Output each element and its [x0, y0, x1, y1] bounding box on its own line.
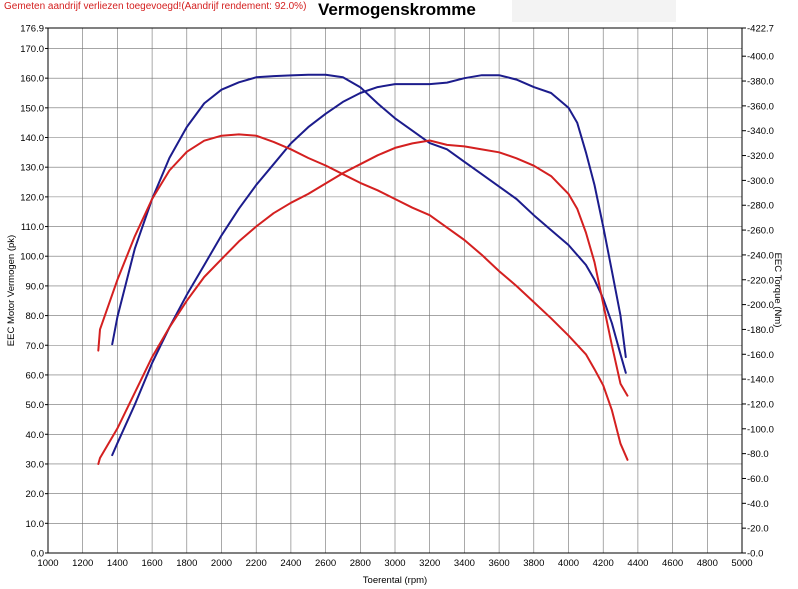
- y2-tick-label: -400.0: [747, 52, 774, 63]
- x-tick-label: 2200: [246, 558, 267, 569]
- chart-title: Vermogenskromme: [318, 0, 476, 19]
- y-tick-label: 100.0: [20, 252, 44, 263]
- y-tick-label: 150.0: [20, 103, 44, 114]
- y2-tick-label: -200.0: [747, 300, 774, 311]
- series-line-4: [97, 133, 629, 461]
- x-tick-label: 4600: [662, 558, 683, 569]
- grid-lines: [47, 28, 743, 553]
- x-tick-label: 4000: [558, 558, 579, 569]
- y-tick-label: 20.0: [26, 489, 45, 500]
- series-line-1: [111, 74, 627, 457]
- y-tick-label: 60.0: [26, 370, 45, 381]
- y2-axis-label: EEC Torque (Nm): [772, 253, 783, 328]
- series-line-3: [97, 139, 629, 465]
- y-tick-label: 160.0: [20, 74, 44, 85]
- y-tick-label: 10.0: [26, 519, 45, 530]
- y2-tick-label: -280.0: [747, 201, 774, 212]
- y-tick-label: 80.0: [26, 311, 45, 322]
- y2-tick-label: -340.0: [747, 126, 774, 137]
- x-tick-label: 4400: [627, 558, 648, 569]
- x-tick-label: 4200: [593, 558, 614, 569]
- x-tick-label: 1400: [107, 558, 128, 569]
- y-tick-label: 120.0: [20, 192, 44, 203]
- x-tick-label: 5000: [731, 558, 752, 569]
- x-tick-label: 3800: [523, 558, 544, 569]
- x-tick-label: 1600: [142, 558, 163, 569]
- x-tick-label: 1000: [37, 558, 58, 569]
- y2-axis-ticks: -0.0 -20.0 -40.0 -60.0 -80.0 -100.0 -120.0 -140…: [742, 24, 774, 560]
- y-tick-label: 176.9: [20, 24, 44, 35]
- x-axis-ticks: 1000 1200 1400 1600 1800 2000 2200 2400 2600 2800…: [37, 558, 752, 569]
- x-tick-label: 2600: [315, 558, 336, 569]
- y2-tick-label: -380.0: [747, 77, 774, 88]
- y2-tick-label: -422.7: [747, 24, 774, 35]
- y-tick-label: 0.0: [31, 549, 44, 560]
- x-tick-label: 2400: [280, 558, 301, 569]
- x-tick-label: 3000: [384, 558, 405, 569]
- y-tick-label: 90.0: [26, 281, 45, 292]
- y-tick-label: 70.0: [26, 341, 45, 352]
- y2-tick-label: -40.0: [747, 499, 769, 510]
- x-tick-label: 3400: [454, 558, 475, 569]
- y-tick-label: 50.0: [26, 400, 45, 411]
- x-tick-label: 2800: [350, 558, 371, 569]
- y2-tick-label: -80.0: [747, 449, 769, 460]
- x-tick-label: 3200: [419, 558, 440, 569]
- y2-tick-label: -220.0: [747, 275, 774, 286]
- y2-tick-label: -240.0: [747, 250, 774, 261]
- y2-tick-label: -300.0: [747, 176, 774, 187]
- y2-tick-label: -320.0: [747, 151, 774, 162]
- y2-tick-label: -60.0: [747, 474, 769, 485]
- y2-tick-label: -120.0: [747, 399, 774, 410]
- series-lines: [97, 73, 629, 465]
- y2-tick-label: -180.0: [747, 325, 774, 336]
- y-axis-ticks: 0.0 10.0 20.0 30.0 40.0 50.0 60.0 70.0 80.0 90.0 1…: [20, 24, 48, 560]
- y-tick-label: 140.0: [20, 133, 44, 144]
- x-tick-label: 3600: [489, 558, 510, 569]
- title-bar-box: [512, 0, 676, 22]
- y-tick-label: 40.0: [26, 430, 45, 441]
- y2-tick-label: -360.0: [747, 101, 774, 112]
- y2-tick-label: -100.0: [747, 424, 774, 435]
- y2-tick-label: -160.0: [747, 350, 774, 361]
- y2-tick-label: -20.0: [747, 524, 769, 535]
- drivetrain-loss-note: Gemeten aandrijf verliezen toegevoegd!(A…: [4, 1, 307, 12]
- plot-frame: [47, 27, 743, 554]
- x-tick-label: 1800: [176, 558, 197, 569]
- y-axis-label: EEC Motor Vermogen (pk): [6, 235, 17, 346]
- series-line-2: [111, 73, 627, 374]
- y2-tick-label: -0.0: [747, 549, 763, 560]
- y-tick-label: 170.0: [20, 44, 44, 55]
- y2-tick-label: -260.0: [747, 226, 774, 237]
- x-axis-label: Toerental (rpm): [363, 575, 427, 586]
- x-tick-label: 4800: [697, 558, 718, 569]
- y-tick-label: 110.0: [21, 222, 44, 233]
- y-tick-label: 30.0: [26, 459, 45, 470]
- x-tick-label: 2000: [211, 558, 232, 569]
- y2-tick-label: -140.0: [747, 375, 774, 386]
- y-tick-label: 130.0: [20, 163, 44, 174]
- x-tick-label: 1200: [72, 558, 93, 569]
